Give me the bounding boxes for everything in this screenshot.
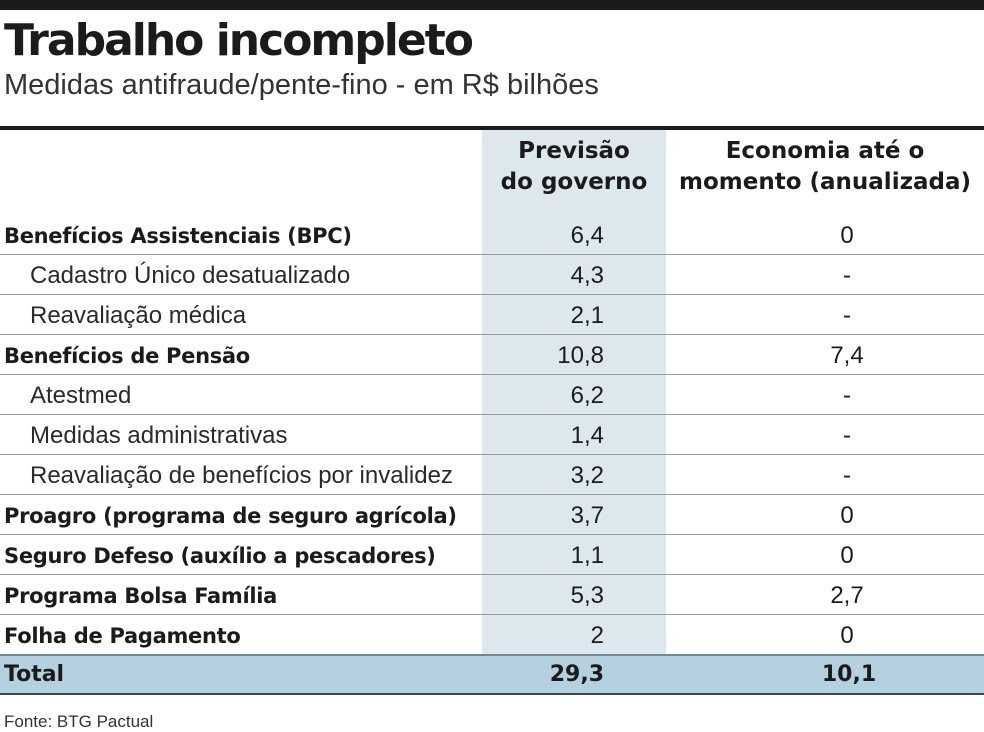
previsao-value: 2 <box>590 622 604 649</box>
row-label: Seguro Defeso (auxílio a pescadores) <box>4 544 436 568</box>
column-header-line: momento (anualizada) <box>679 169 971 195</box>
table-row: Cadastro Único desatualizado 4,3 - <box>0 255 984 295</box>
top-bar <box>0 0 984 10</box>
table-row: Benefícios de Pensão 10,8 7,4 <box>0 335 984 375</box>
table-row: Programa Bolsa Família 5,3 2,7 <box>0 575 984 615</box>
row-label: Proagro (programa de seguro agrícola) <box>4 504 457 528</box>
table-row: Seguro Defeso (auxílio a pescadores) 1,1 0 <box>0 535 984 575</box>
table-row: Reavaliação de benefícios por invalidez 3… <box>0 455 984 495</box>
table-row: Atestmed 6,2 - <box>0 375 984 415</box>
row-label: Medidas administrativas <box>30 422 288 449</box>
column-header-line: do governo <box>500 169 648 195</box>
previsao-value: 5,3 <box>570 582 604 609</box>
previsao-value: 6,2 <box>570 382 604 409</box>
chart-subtitle: Medidas antifraude/pente-fino - em R$ bi… <box>4 69 599 101</box>
column-header-line: Previsão <box>518 138 630 164</box>
previsao-column-highlight <box>482 130 666 654</box>
economia-value: 7,4 <box>830 342 864 369</box>
total-label: Total <box>4 662 65 687</box>
previsao-value: 3,2 <box>570 462 604 489</box>
previsao-value: 6,4 <box>570 222 604 249</box>
previsao-value: 3,7 <box>570 502 604 529</box>
previsao-value: 4,3 <box>570 262 604 289</box>
table-row: Proagro (programa de seguro agrícola) 3,7… <box>0 495 984 535</box>
economia-value: - <box>843 462 851 489</box>
column-header-line: Economia até o <box>725 138 925 164</box>
economia-value: - <box>843 382 851 409</box>
row-label: Programa Bolsa Família <box>4 584 278 608</box>
table-body: Benefícios Assistenciais (BPC) 6,4 0 Cadast… <box>0 215 984 655</box>
row-label: Folha de Pagamento <box>4 624 241 648</box>
previsao-value: 1,1 <box>570 542 604 569</box>
header-rule <box>0 126 984 130</box>
economia-value: 2,7 <box>830 582 864 609</box>
table-row: Folha de Pagamento 2 0 <box>0 615 984 655</box>
economia-value: - <box>843 422 851 449</box>
total-row: Total 29,3 10,1 <box>0 655 984 695</box>
table-row: Medidas administrativas 1,4 - <box>0 415 984 455</box>
row-label: Cadastro Único desatualizado <box>30 262 351 289</box>
row-label: Benefícios de Pensão <box>4 344 250 368</box>
column-header-previsao: Previsão do governo <box>482 136 666 198</box>
source-note: Fonte: BTG Pactual <box>4 712 154 731</box>
previsao-value: 1,4 <box>570 422 604 449</box>
economia-value: 0 <box>840 622 854 649</box>
table-row: Reavaliação médica 2,1 - <box>0 295 984 335</box>
chart-title: Trabalho incompleto <box>4 15 474 66</box>
economia-value: - <box>843 262 851 289</box>
economia-value: 0 <box>840 502 854 529</box>
row-label: Reavaliação médica <box>30 302 247 329</box>
previsao-value: 10,8 <box>557 342 604 369</box>
table-row: Benefícios Assistenciais (BPC) 6,4 0 <box>0 215 984 255</box>
row-label: Reavaliação de benefícios por invalidez <box>30 462 453 489</box>
previsao-value: 2,1 <box>570 302 604 329</box>
total-economia: 10,1 <box>821 662 877 687</box>
total-previsao: 29,3 <box>549 662 604 687</box>
economia-value: 0 <box>840 222 854 249</box>
economia-value: - <box>843 302 851 329</box>
row-label: Atestmed <box>30 382 132 409</box>
row-label: Benefícios Assistenciais (BPC) <box>4 224 352 248</box>
economia-value: 0 <box>840 542 854 569</box>
column-header-economia: Economia até o momento (anualizada) <box>666 136 984 198</box>
